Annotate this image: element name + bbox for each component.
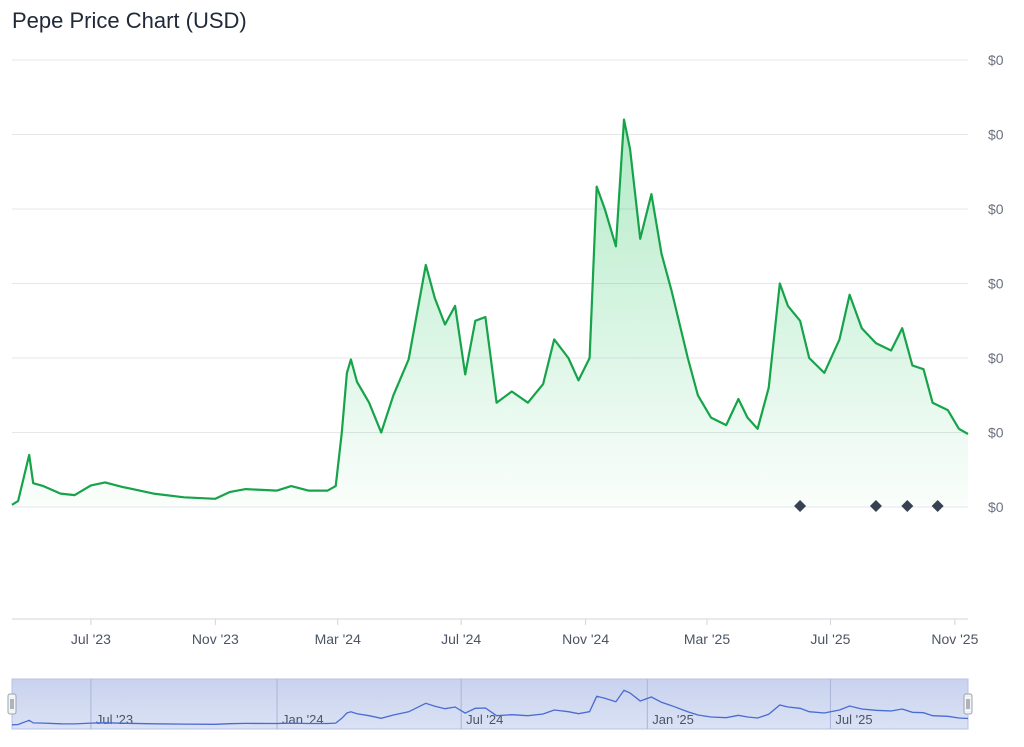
y-tick-label: $0: [988, 499, 1004, 515]
event-marker[interactable]: [901, 500, 914, 512]
range-navigator[interactable]: Jul '23 Jan '24 Jul '24 Jan '25 Jul '25: [7, 678, 973, 730]
event-marker[interactable]: [931, 500, 944, 512]
y-tick-label: $0: [988, 425, 1004, 441]
x-tick-label: Jul '25: [810, 631, 850, 647]
x-tick-label: Nov '25: [931, 631, 978, 647]
navigator-left-handle[interactable]: [7, 693, 17, 715]
navigator-right-handle[interactable]: [963, 693, 973, 715]
navigator-tick-label: Jan '24: [282, 712, 324, 727]
y-tick-label: $0: [988, 350, 1004, 366]
x-tick-label: Nov '23: [192, 631, 239, 647]
navigator-tick-label: Jul '23: [96, 712, 133, 727]
handle-grip[interactable]: [7, 693, 17, 715]
event-marker[interactable]: [794, 500, 807, 512]
y-tick-label: $0: [988, 276, 1004, 292]
x-tick-label: Jul '24: [441, 631, 481, 647]
x-tick-label: Jul '23: [71, 631, 111, 647]
navigator-selected-range[interactable]: [11, 678, 969, 730]
y-axis-labels: $0 $0 $0 $0 $0 $0 $0: [988, 52, 1004, 515]
x-axis-labels: Jul '23 Nov '23 Mar '24 Jul '24 Nov '24 Mar '…: [71, 619, 979, 647]
y-tick-label: $0: [988, 52, 1004, 68]
event-marker[interactable]: [869, 500, 882, 512]
price-line[interactable]: [11, 118, 969, 506]
x-tick-label: Nov '24: [562, 631, 609, 647]
y-tick-label: $0: [988, 127, 1004, 143]
price-area: [12, 119, 968, 507]
x-tick-label: Mar '24: [315, 631, 361, 647]
chart-title: Pepe Price Chart (USD): [12, 8, 247, 33]
navigator-tick-label: Jul '25: [835, 712, 872, 727]
y-tick-label: $0: [988, 201, 1004, 217]
handle-grip[interactable]: [963, 693, 973, 715]
navigator-tick-label: Jan '25: [652, 712, 694, 727]
navigator-tick-label: Jul '24: [466, 712, 503, 727]
x-tick-label: Mar '25: [684, 631, 730, 647]
event-markers[interactable]: [794, 500, 944, 512]
navigator-line: [11, 689, 969, 726]
